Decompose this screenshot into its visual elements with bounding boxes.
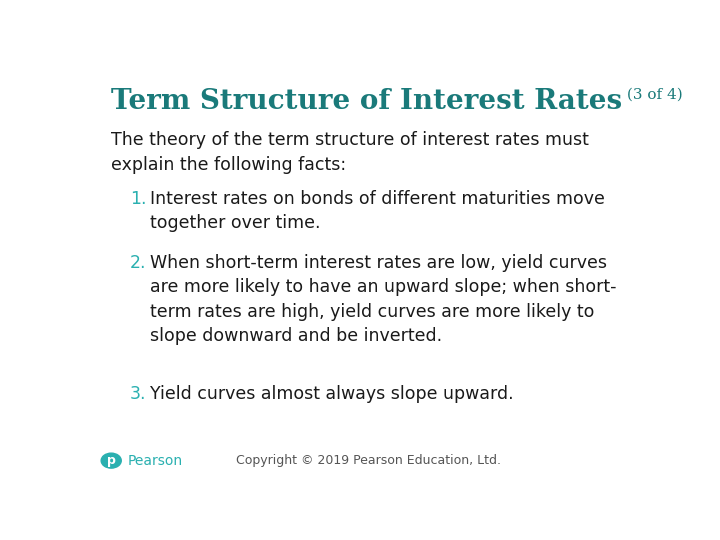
Circle shape xyxy=(101,453,121,468)
Text: 2.: 2. xyxy=(130,254,147,272)
Text: Yield curves almost always slope upward.: Yield curves almost always slope upward. xyxy=(150,385,514,403)
Text: (3 of 4): (3 of 4) xyxy=(622,87,683,102)
Text: 3.: 3. xyxy=(130,385,147,403)
Text: 1.: 1. xyxy=(130,190,147,207)
Text: When short-term interest rates are low, yield curves
are more likely to have an : When short-term interest rates are low, … xyxy=(150,254,617,345)
Text: The theory of the term structure of interest rates must
explain the following fa: The theory of the term structure of inte… xyxy=(111,131,589,174)
Text: Interest rates on bonds of different maturities move
together over time.: Interest rates on bonds of different mat… xyxy=(150,190,605,232)
Text: Term Structure of Interest Rates: Term Structure of Interest Rates xyxy=(111,87,622,114)
Text: p: p xyxy=(107,454,116,467)
Text: Copyright © 2019 Pearson Education, Ltd.: Copyright © 2019 Pearson Education, Ltd. xyxy=(236,454,502,467)
Text: Pearson: Pearson xyxy=(128,454,183,468)
